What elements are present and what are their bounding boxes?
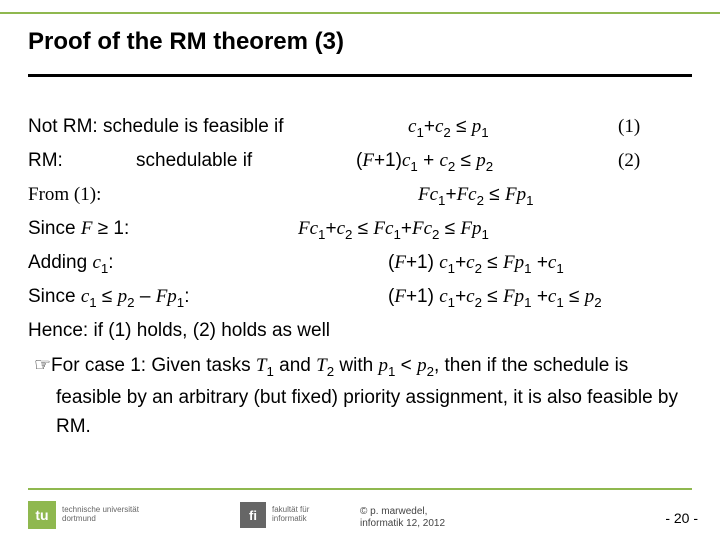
l3-math: Fc1+Fc2 ≤ Fp1	[418, 180, 534, 211]
content-area: Not RM: schedule is feasible if c1+c2 ≤ …	[28, 112, 692, 446]
fi-logo-box: fi	[240, 502, 266, 528]
l4-math: Fc1+c2 ≤ Fc1+Fc2 ≤ Fp1	[298, 214, 489, 245]
line-4: Since F ≥ 1: Fc1+c2 ≤ Fc1+Fc2 ≤ Fp1	[28, 214, 692, 244]
line-2: RM: schedulable if (F+1)c1 + c2 ≤ p2 (2)	[28, 146, 692, 176]
l1-math: c1+c2 ≤ p1	[408, 112, 489, 143]
footer: tu technische universität dortmund fi fa…	[0, 492, 720, 540]
l4-text: Since F ≥ 1:	[28, 218, 129, 239]
page-number: - 20 -	[665, 510, 698, 526]
copy-line-1: © p. marwedel,	[360, 506, 445, 518]
line-6: Since c1 ≤ p2 – Fp1: (F+1) c1+c2 ≤ Fp1 +…	[28, 282, 692, 312]
copyright: © p. marwedel, informatik 12, 2012	[360, 506, 445, 530]
tu-logo-text: technische universität dortmund	[62, 506, 139, 524]
copy-line-2: informatik 12, 2012	[360, 518, 445, 530]
l2-rm: RM:	[28, 150, 63, 171]
l1-text: Not RM: schedule is feasible if	[28, 116, 284, 137]
l3-text: From (1):	[28, 184, 101, 205]
line-3: From (1): Fc1+Fc2 ≤ Fp1	[28, 180, 692, 210]
top-rule	[0, 12, 720, 14]
slide-title: Proof of the RM theorem (3)	[28, 28, 344, 56]
title-underline	[28, 74, 692, 77]
fi-logo: fi fakultät für informatik	[240, 500, 309, 530]
fi-logo-text: fakultät für informatik	[272, 506, 309, 524]
tu-text-2: dortmund	[62, 515, 139, 524]
line-7: Hence: if (1) holds, (2) holds as well	[28, 316, 692, 345]
tu-logo: tu technische universität dortmund	[28, 500, 139, 530]
l5-text: Adding c1:	[28, 252, 114, 273]
line-1: Not RM: schedule is feasible if c1+c2 ≤ …	[28, 112, 692, 142]
l6-text: Since c1 ≤ p2 – Fp1:	[28, 286, 189, 307]
l2-text: schedulable if	[136, 146, 252, 175]
tu-logo-box: tu	[28, 501, 56, 529]
l7-text: Hence: if (1) holds, (2) holds as well	[28, 320, 330, 341]
line-5: Adding c1: (F+1) c1+c2 ≤ Fp1 +c1	[28, 248, 692, 278]
l5-math: (F+1) c1+c2 ≤ Fp1 +c1	[388, 248, 564, 279]
l1-tag: (1)	[618, 112, 640, 141]
bottom-rule	[28, 488, 692, 490]
l8-text: ☞For case 1: Given tasks T1 and T2 with …	[34, 355, 678, 437]
fi-text-2: informatik	[272, 515, 309, 524]
slide: Proof of the RM theorem (3) Not RM: sche…	[0, 0, 720, 540]
l6-math: (F+1) c1+c2 ≤ Fp1 +c1 ≤ p2	[388, 282, 602, 313]
l2-tag: (2)	[618, 146, 640, 175]
l2-math: (F+1)c1 + c2 ≤ p2	[356, 146, 493, 177]
line-8: ☞For case 1: Given tasks T1 and T2 with …	[56, 351, 692, 441]
